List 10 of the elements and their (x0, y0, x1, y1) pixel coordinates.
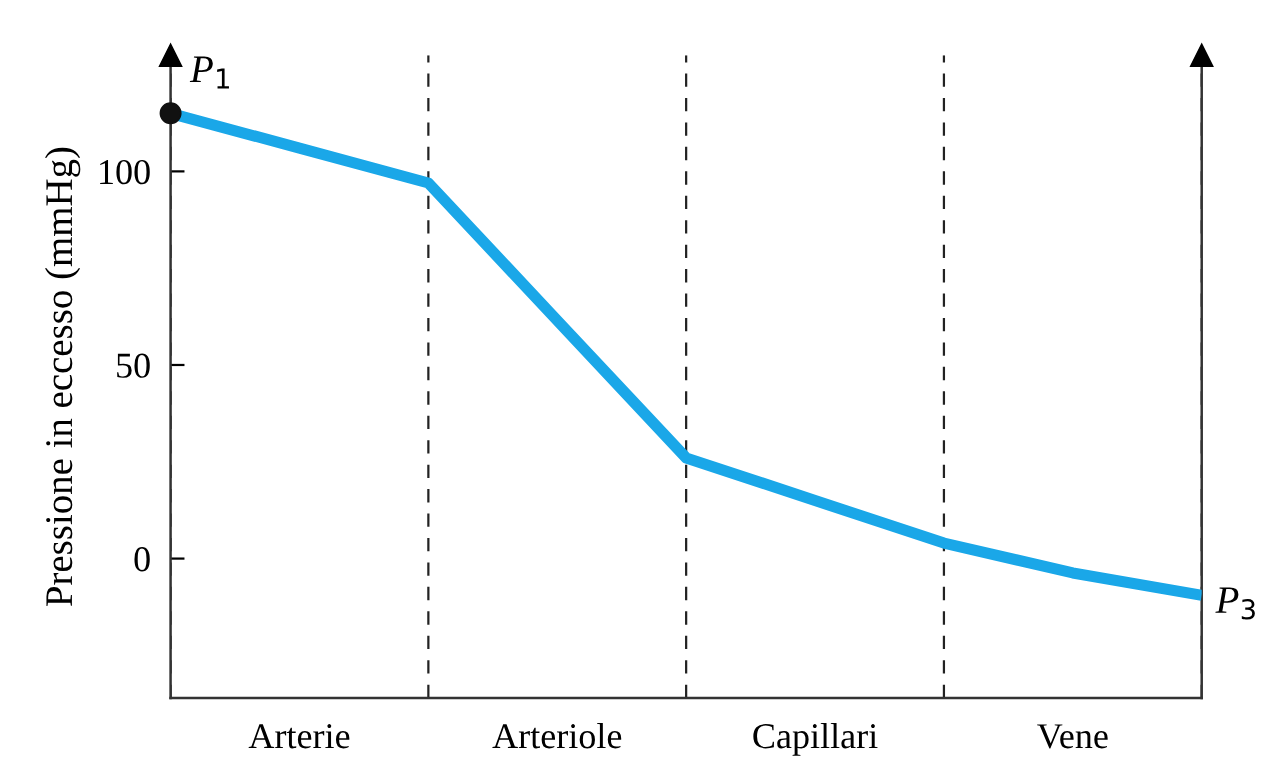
y-tick-label: 0 (134, 547, 150, 572)
y-tick-label: 50 (117, 353, 150, 378)
y-axis-title: Pressione in eccesso (mmHg) (44, 147, 81, 607)
annotation: P$_{1}$ (189, 56, 229, 89)
y-tick-label: 100 (100, 159, 150, 185)
x-tick-label: Capillari (753, 722, 878, 756)
text: P$_{3}$ (1215, 587, 1255, 620)
x-tick-label: Vene (1037, 724, 1108, 749)
x-tick-label: Arteriole (492, 722, 622, 749)
x-tick-label: Arterie (248, 724, 350, 749)
